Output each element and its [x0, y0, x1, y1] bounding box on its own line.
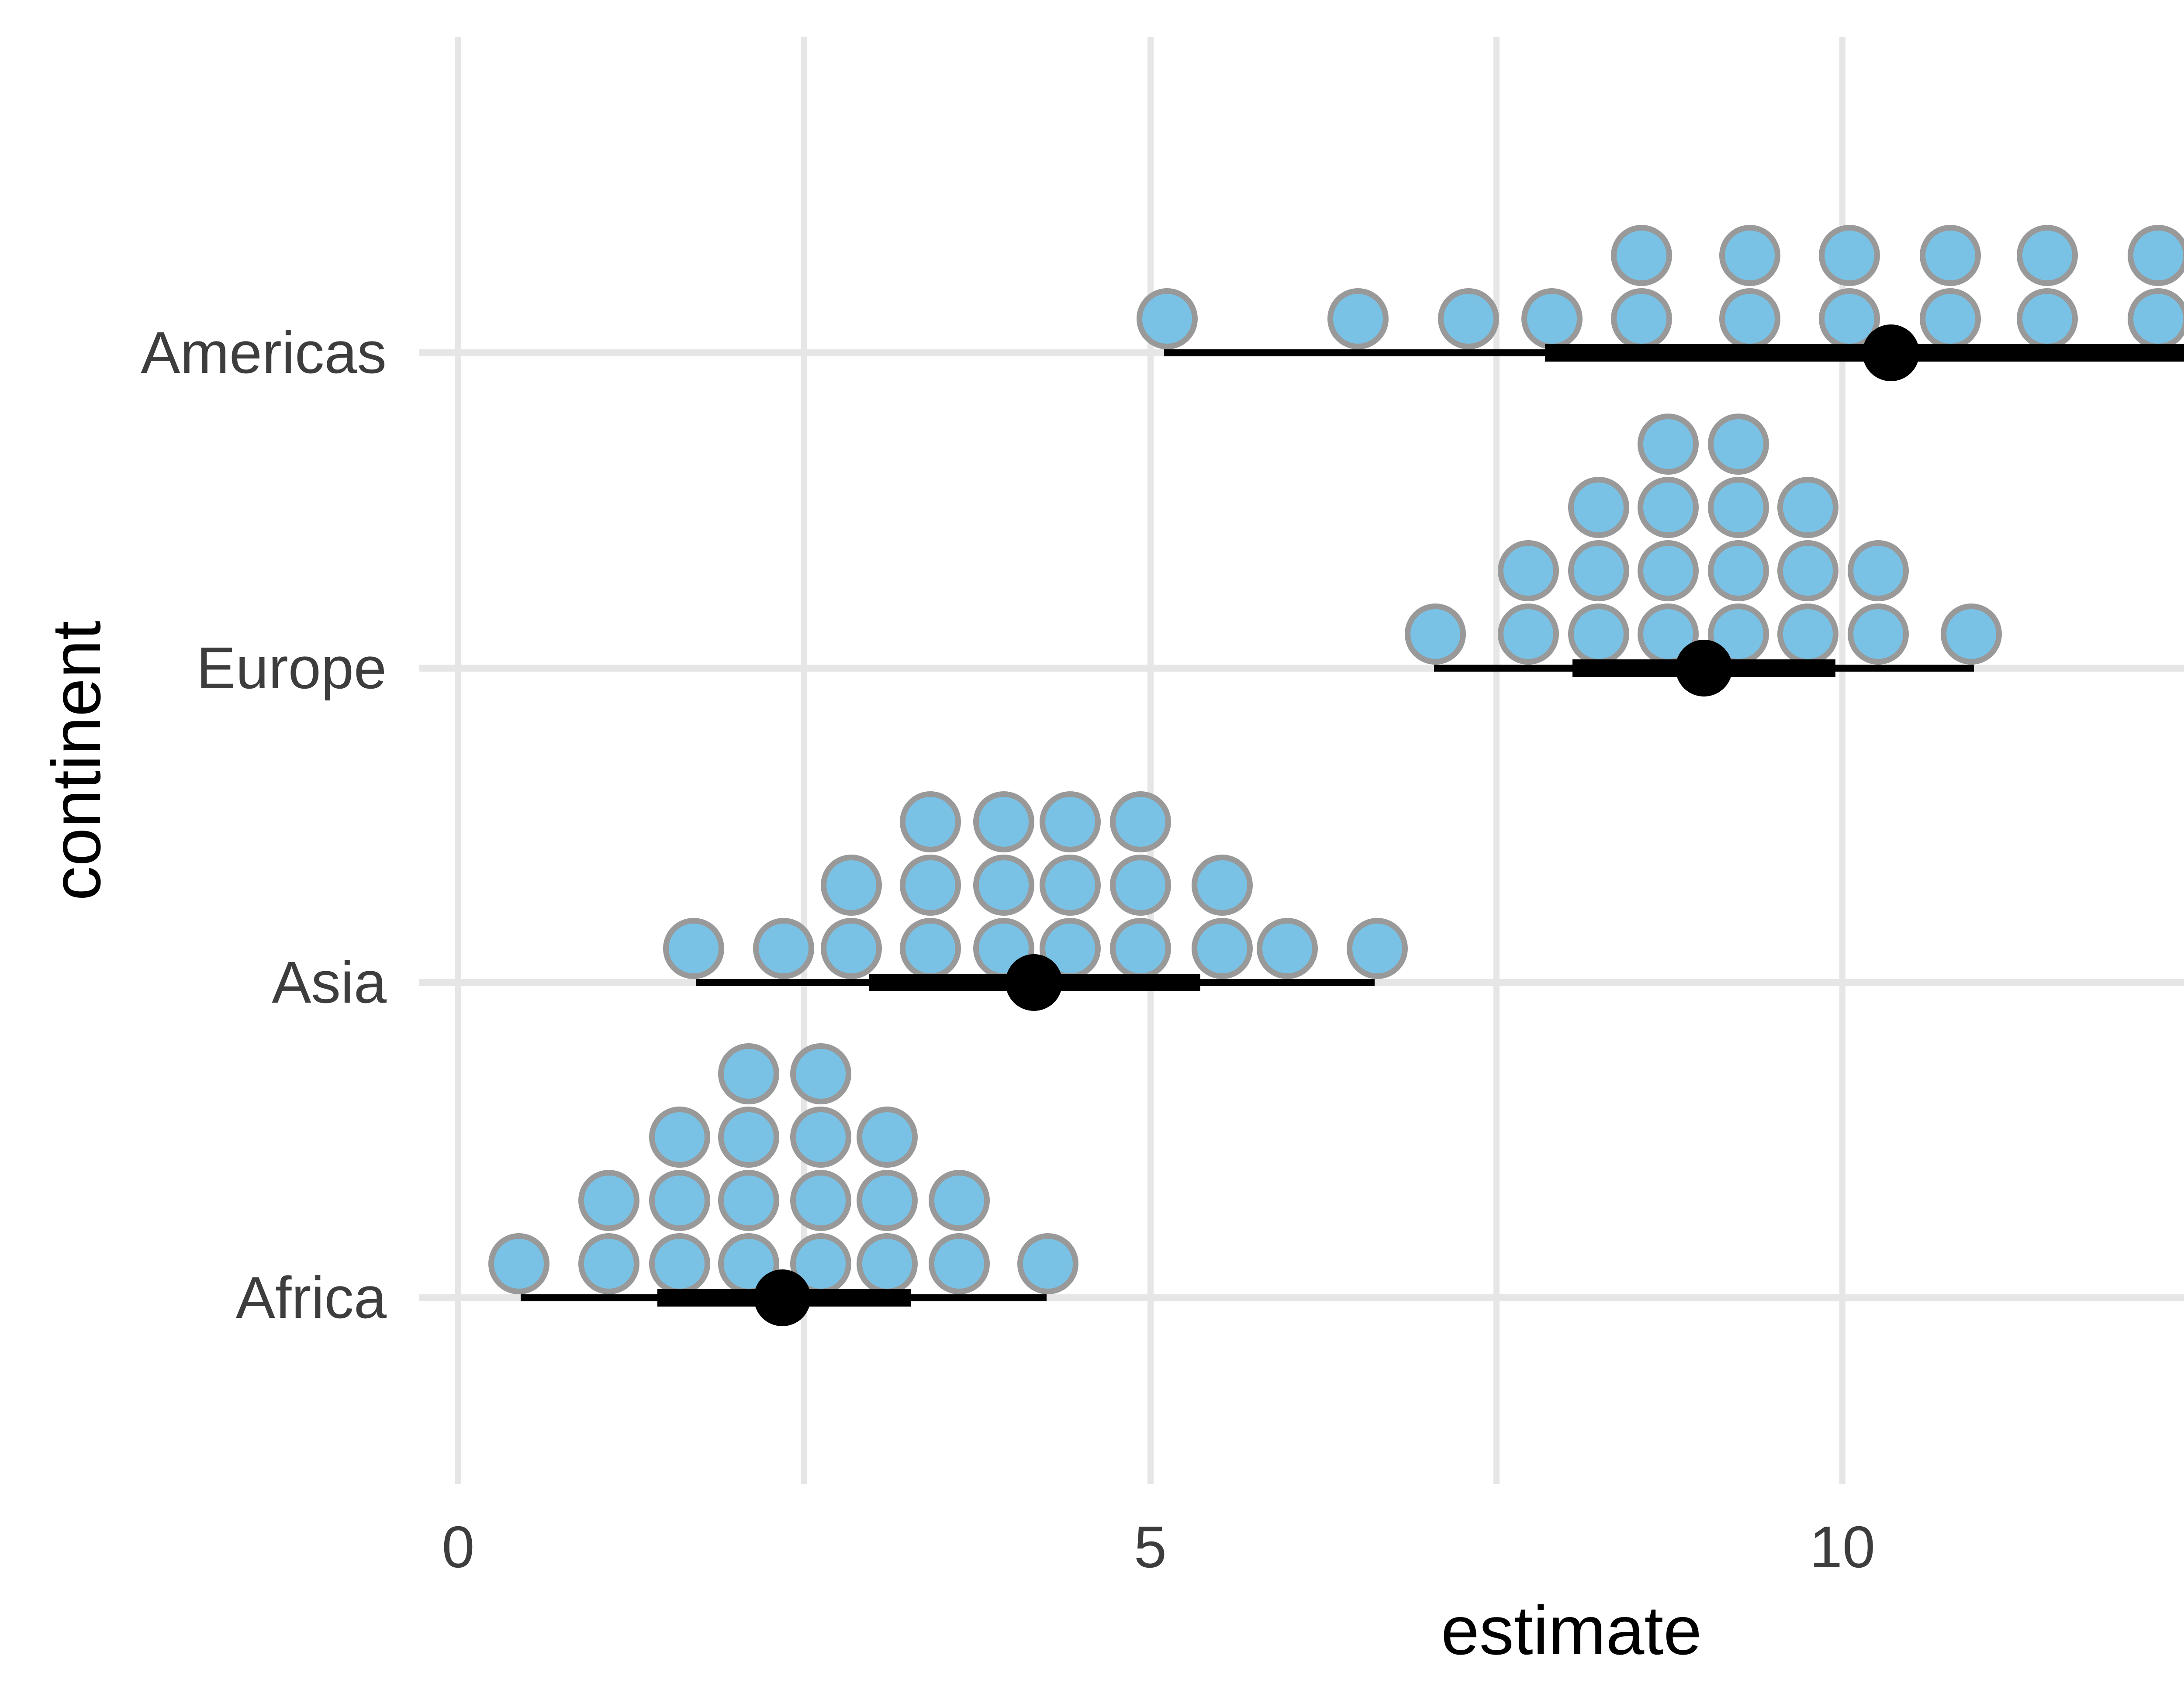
quantile-dot [1110, 791, 1171, 852]
x-gridline-7.5 [1493, 37, 1500, 1484]
quantile-dot [899, 855, 961, 916]
quantile-dot [1568, 603, 1630, 665]
median-dot-europe [1676, 640, 1733, 697]
quantile-dot [663, 918, 724, 979]
quantile-dot [790, 1043, 852, 1104]
quantile-dot [1192, 918, 1253, 979]
quantile-dot [718, 1043, 780, 1104]
quantile-dot [1719, 225, 1780, 286]
quantile-dot [790, 1107, 852, 1168]
quantile-dot [753, 918, 814, 979]
quantile-dot [1940, 603, 2002, 665]
quantile-dot [488, 1233, 550, 1294]
quantile-dot [1920, 288, 1981, 349]
quantile-dot [1920, 225, 1981, 286]
quantile-dot [820, 918, 882, 979]
quantile-dot [1637, 540, 1699, 601]
median-dot-africa [753, 1269, 811, 1326]
quantile-dot [1568, 540, 1630, 601]
quantile-dot [1637, 414, 1699, 475]
quantile-dot [973, 791, 1034, 852]
quantile-dot [1708, 477, 1769, 538]
x-gridline-10 [1839, 37, 1845, 1484]
quantile-dot [1521, 288, 1583, 349]
quantile-dot [790, 1170, 852, 1231]
quantile-dot [820, 855, 882, 916]
quantile-dot [649, 1107, 711, 1168]
quantile-dot [1848, 540, 1909, 601]
quantile-dot [857, 1170, 918, 1231]
quantile-dot [1777, 477, 1838, 538]
quantile-dot [857, 1233, 918, 1294]
quantile-dot [2127, 288, 2184, 349]
quantile-dot [2017, 225, 2078, 286]
quantile-dot [1136, 288, 1198, 349]
x-gridline-5 [1147, 37, 1154, 1484]
quantile-dot [649, 1170, 711, 1231]
quantile-dot [718, 1107, 780, 1168]
quantile-dot [1017, 1233, 1078, 1294]
quantile-dot [1039, 855, 1101, 916]
quantile-dot [1327, 288, 1389, 349]
quantile-dot [1708, 540, 1769, 601]
y-category-label-europe: Europe [196, 635, 387, 701]
quantile-dot [2017, 288, 2078, 349]
quantile-dot [2127, 225, 2184, 286]
quantile-dot [1777, 603, 1838, 665]
quantile-dot [899, 918, 961, 979]
quantile-dot [1611, 225, 1673, 286]
y-category-label-americas: Americas [141, 320, 387, 386]
quantile-dot [1719, 288, 1780, 349]
quantile-dot [578, 1233, 640, 1294]
median-dot-americas [1862, 324, 1919, 381]
quantile-dot [929, 1170, 990, 1231]
quantile-dot [929, 1233, 990, 1294]
quantile-dot [1257, 918, 1318, 979]
median-dot-asia [1006, 954, 1063, 1011]
quantile-dot [1848, 603, 1909, 665]
quantile-dot [899, 791, 961, 852]
x-tick-label-10: 10 [1809, 1514, 1876, 1580]
x-tick-label-5: 5 [1133, 1514, 1167, 1580]
quantile-dot [973, 855, 1034, 916]
quantile-dot [1611, 288, 1673, 349]
quantile-dot [1568, 477, 1630, 538]
quantile-dot [1818, 225, 1880, 286]
quantile-dot [1637, 477, 1699, 538]
x-gridline-0 [455, 37, 461, 1484]
quantile-dot [1110, 855, 1171, 916]
x-axis-title: estimate [1441, 1592, 1702, 1669]
quantile-dot [578, 1170, 640, 1231]
quantile-dot [1708, 414, 1769, 475]
quantile-dot [1438, 288, 1500, 349]
quantile-dot [718, 1170, 780, 1231]
y-category-label-asia: Asia [272, 949, 387, 1015]
x-tick-label-0: 0 [442, 1514, 475, 1580]
quantile-dot [649, 1233, 711, 1294]
y-category-label-africa: Africa [235, 1265, 387, 1331]
quantile-dot [1192, 855, 1253, 916]
y-axis-title: continent [38, 621, 115, 901]
quantile-dot [1039, 791, 1101, 852]
quantile-dot [857, 1107, 918, 1168]
quantile-dot [1347, 918, 1408, 979]
quantile-dot [1497, 540, 1559, 601]
quantile-dot [1405, 603, 1466, 665]
quantile-dot [1777, 540, 1838, 601]
quantile-dot [1110, 918, 1171, 979]
quantile-dot [1497, 603, 1559, 665]
